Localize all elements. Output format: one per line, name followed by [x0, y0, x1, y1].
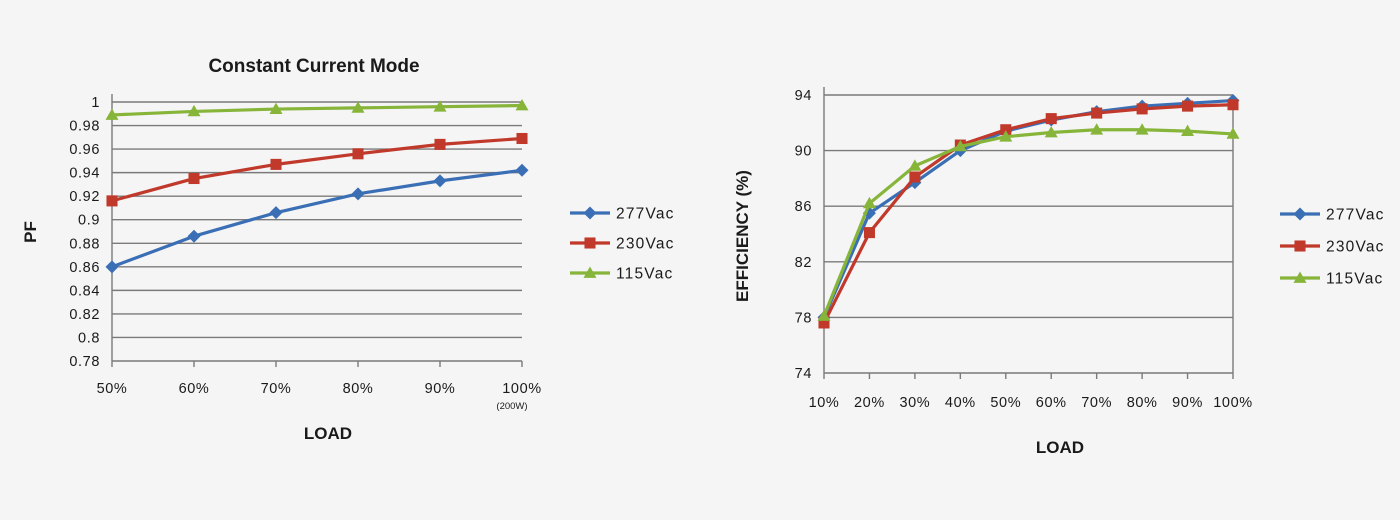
x-tick-label: 80% — [343, 381, 374, 397]
data-point-115vac — [351, 101, 365, 113]
legend-label: 277Vac — [1326, 207, 1385, 224]
data-point-115vac — [515, 99, 529, 111]
data-point-277vac — [187, 229, 201, 243]
data-point-230vac — [1000, 124, 1012, 136]
y-tick-label: 78 — [795, 310, 812, 326]
legend-marker — [1294, 240, 1306, 252]
legend-label: 230Vac — [1326, 239, 1385, 256]
data-point-230vac — [1227, 99, 1239, 111]
data-point-277vac — [105, 260, 119, 274]
x-axis-note: (200W) — [496, 401, 527, 412]
series-line-277vac — [111, 168, 523, 269]
data-point-230vac — [516, 132, 528, 145]
data-point-115vac — [1090, 123, 1104, 135]
data-point-230vac — [818, 317, 830, 329]
y-tick-label: 82 — [795, 255, 812, 271]
data-point-277vac — [351, 187, 365, 201]
x-tick-label: 40% — [945, 395, 976, 411]
data-point-230vac — [863, 227, 875, 239]
series-line-115vac — [822, 128, 1234, 317]
data-point-230vac — [106, 195, 118, 207]
legend-label: 115Vac — [1326, 271, 1383, 288]
y-tick-label: 0.8 — [78, 330, 100, 346]
y-tick-label: 0.96 — [69, 142, 100, 158]
y-tick-label: 94 — [795, 88, 812, 104]
y-tick-label: 0.88 — [69, 236, 100, 252]
legend-label: 115Vac — [616, 266, 673, 283]
x-tick-label: 60% — [179, 381, 210, 397]
data-point-230vac — [1136, 103, 1148, 115]
data-point-115vac — [817, 309, 831, 321]
y-tick-label: 0.98 — [69, 119, 100, 135]
data-point-115vac — [433, 100, 447, 112]
x-tick-label: 50% — [97, 381, 128, 397]
data-point-230vac — [909, 171, 921, 183]
x-axis-title: LOAD — [1036, 438, 1084, 457]
y-tick-label: 0.94 — [69, 166, 100, 182]
y-axis-title: PF — [21, 221, 40, 243]
x-tick-label: 100% — [1213, 395, 1253, 411]
data-point-115vac — [908, 159, 922, 171]
x-tick-label: 100% — [502, 381, 542, 397]
y-tick-label: 1 — [91, 95, 100, 111]
legend-marker — [583, 266, 597, 278]
data-point-230vac — [1045, 113, 1057, 125]
legend-marker — [1293, 207, 1307, 221]
x-tick-label: 90% — [1172, 395, 1203, 411]
x-tick-label: 20% — [854, 395, 885, 411]
legend-marker — [583, 206, 597, 220]
x-axis-title: LOAD — [304, 424, 352, 443]
data-point-230vac — [1182, 100, 1194, 112]
data-point-230vac — [1091, 107, 1103, 119]
efficiency-chart: 74 78 82 86 90 94 10% 20% 30% 40% 50% 60% 70% 80% 90% 1… — [733, 87, 1385, 457]
y-tick-label: 0.84 — [69, 283, 100, 299]
x-tick-label: 50% — [990, 395, 1021, 411]
data-point-115vac — [105, 108, 119, 120]
data-point-277vac — [433, 174, 447, 188]
data-point-277vac — [515, 163, 529, 177]
y-tick-label: 90 — [795, 144, 812, 160]
series-line-230vac — [111, 136, 523, 203]
data-point-115vac — [953, 139, 967, 152]
data-point-115vac — [862, 196, 876, 209]
legend-marker — [584, 237, 596, 249]
data-point-115vac — [1044, 126, 1058, 138]
y-tick-label: 0.78 — [69, 354, 100, 370]
y-tick-label: 0.86 — [69, 260, 100, 276]
series-line-230vac — [822, 103, 1234, 324]
series-line-115vac — [111, 103, 523, 117]
y-tick-label: 0.9 — [78, 213, 100, 229]
data-point-115vac — [269, 102, 283, 114]
x-tick-label: 10% — [809, 395, 840, 411]
x-tick-label: 60% — [1036, 395, 1067, 411]
legend-label: 230Vac — [616, 236, 675, 253]
y-tick-label: 86 — [795, 199, 812, 215]
data-point-277vac — [269, 206, 283, 220]
data-point-230vac — [188, 172, 200, 185]
data-point-230vac — [352, 148, 364, 160]
data-point-115vac — [1135, 123, 1149, 135]
x-tick-label: 90% — [425, 381, 456, 397]
data-point-230vac — [434, 138, 446, 150]
x-tick-label: 70% — [261, 381, 292, 397]
data-point-230vac — [270, 158, 282, 170]
data-point-115vac — [187, 104, 201, 117]
x-tick-label: 70% — [1081, 395, 1112, 411]
legend-marker — [1293, 271, 1307, 283]
y-tick-label: 0.82 — [69, 307, 100, 323]
data-point-115vac — [999, 130, 1013, 142]
x-tick-label: 80% — [1127, 395, 1158, 411]
y-axis-title: EFFICIENCY (%) — [733, 170, 752, 302]
y-tick-label: 0.92 — [69, 189, 100, 205]
pf-chart: Constant Current Mode 0.78 0.8 0.82 0.84 0.8… — [21, 56, 675, 443]
legend-label: 277Vac — [616, 206, 675, 223]
x-tick-label: 30% — [899, 395, 930, 411]
chart-title: Constant Current Mode — [208, 56, 419, 77]
data-point-115vac — [1181, 124, 1195, 137]
data-point-115vac — [1226, 127, 1240, 139]
y-tick-label: 74 — [795, 366, 812, 382]
